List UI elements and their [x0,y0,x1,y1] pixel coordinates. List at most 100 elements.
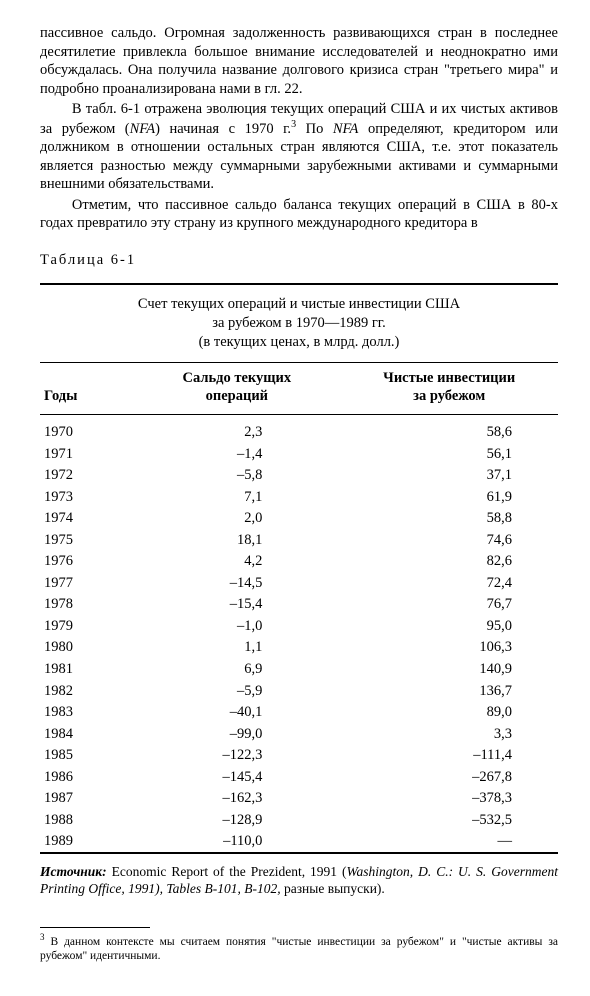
cell-invest: –111,4 [340,745,558,767]
cell-invest: 76,7 [340,594,558,616]
cell-invest: 82,6 [340,551,558,573]
table-source: Источник: Economic Report of the Prezide… [40,864,558,897]
table-row: 19801,1106,3 [40,637,558,659]
cell-year: 1983 [40,702,133,724]
cell-year: 1980 [40,637,133,659]
table-row: 1988–128,9–532,5 [40,809,558,831]
table-row: 1989–110,0— [40,831,558,853]
p2-nfa-2: NFA [333,121,359,137]
cell-invest: 74,6 [340,529,558,551]
cell-invest: 3,3 [340,723,558,745]
cell-balance: –99,0 [133,723,340,745]
cell-invest: 72,4 [340,572,558,594]
cell-balance: –5,9 [133,680,340,702]
cell-balance: –162,3 [133,788,340,810]
cell-balance: –1,4 [133,443,340,465]
table-row: 19737,161,9 [40,486,558,508]
table-row: 1979–1,095,0 [40,615,558,637]
cell-year: 1973 [40,486,133,508]
cell-balance: –1,0 [133,615,340,637]
paragraph-1: пассивное сальдо. Огромная задолженность… [40,24,558,98]
table-title-line-1: Счет текущих операций и чистые инвестици… [138,296,460,312]
cell-balance: –15,4 [133,594,340,616]
cell-invest: 58,8 [340,508,558,530]
table-top-rule [40,283,558,285]
cell-year: 1974 [40,508,133,530]
cell-year: 1972 [40,465,133,487]
cell-invest: –267,8 [340,766,558,788]
footnote-3: 3 В данном контексте мы считаем понятия … [40,932,558,963]
cell-balance: 4,2 [133,551,340,573]
table-row: 197518,174,6 [40,529,558,551]
cell-invest: 136,7 [340,680,558,702]
cell-balance: 7,1 [133,486,340,508]
header-balance-l2: операций [206,388,268,404]
cell-balance: 18,1 [133,529,340,551]
cell-year: 1978 [40,594,133,616]
cell-invest: –378,3 [340,788,558,810]
cell-balance: 1,1 [133,637,340,659]
cell-invest: 61,9 [340,486,558,508]
table-row: 1978–15,476,7 [40,594,558,616]
cell-balance: –122,3 [133,745,340,767]
footnote-rule [40,927,150,928]
cell-year: 1988 [40,809,133,831]
cell-year: 1982 [40,680,133,702]
cell-invest: 56,1 [340,443,558,465]
cell-year: 1977 [40,572,133,594]
header-invest-l2: за рубежом [413,388,485,404]
cell-year: 1989 [40,831,133,853]
cell-balance: 6,9 [133,659,340,681]
table-row: 1987–162,3–378,3 [40,788,558,810]
table-row: 1971–1,456,1 [40,443,558,465]
table-row: 19702,358,6 [40,415,558,443]
table-row: 19816,9140,9 [40,659,558,681]
table-bottom-rule [40,852,558,854]
p2-part-c: По [296,121,333,137]
cell-invest: 140,9 [340,659,558,681]
cell-invest: — [340,831,558,853]
footnote-text: В данном контексте мы считаем понятия "ч… [40,936,558,962]
cell-balance: –14,5 [133,572,340,594]
table-row: 1972–5,837,1 [40,465,558,487]
cell-year: 1985 [40,745,133,767]
cell-year: 1975 [40,529,133,551]
cell-invest: –532,5 [340,809,558,831]
cell-invest: 37,1 [340,465,558,487]
p2-part-b: ) начиная с 1970 г. [155,121,291,137]
cell-year: 1987 [40,788,133,810]
header-invest: Чистые инвестиции за рубежом [340,363,558,414]
table-header-row: Годы Сальдо текущих операций Чистые инве… [40,363,558,414]
table-title-line-2: за рубежом в 1970—1989 гг. [212,315,385,331]
cell-year: 1986 [40,766,133,788]
source-text-a: Economic Report of the Prezident, 1991 ( [107,864,347,879]
cell-balance: 2,0 [133,508,340,530]
source-label: Источник: [40,864,107,879]
cell-balance: 2,3 [133,415,340,443]
paragraph-2: В табл. 6-1 отражена эволюция текущих оп… [40,100,558,194]
cell-balance: –145,4 [133,766,340,788]
cell-year: 1981 [40,659,133,681]
table-title: Счет текущих операций и чистые инвестици… [40,295,558,352]
cell-balance: –128,9 [133,809,340,831]
table-row: 19764,282,6 [40,551,558,573]
table-label: Таблица 6-1 [40,251,558,270]
cell-invest: 58,6 [340,415,558,443]
table-title-line-3: (в текущих ценах, в млрд. долл.) [199,334,400,350]
cell-invest: 89,0 [340,702,558,724]
cell-year: 1979 [40,615,133,637]
table-row: 19742,058,8 [40,508,558,530]
table-row: 1983–40,189,0 [40,702,558,724]
table-6-1: Счет текущих операций и чистые инвестици… [40,283,558,897]
table-row: 1984–99,03,3 [40,723,558,745]
p2-nfa-1: NFA [130,121,156,137]
header-years: Годы [40,363,133,414]
cell-balance: –40,1 [133,702,340,724]
data-table: Годы Сальдо текущих операций Чистые инве… [40,363,558,853]
cell-invest: 106,3 [340,637,558,659]
cell-year: 1976 [40,551,133,573]
table-row: 1985–122,3–111,4 [40,745,558,767]
table-row: 1982–5,9136,7 [40,680,558,702]
source-text-b: разные выпуски). [281,881,385,896]
header-invest-l1: Чистые инвестиции [383,370,515,386]
